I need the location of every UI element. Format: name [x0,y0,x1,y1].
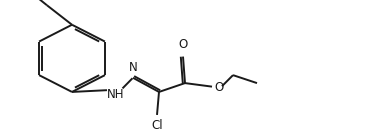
Text: O: O [178,38,188,51]
Text: NH: NH [107,88,124,101]
Text: O: O [214,81,223,94]
Text: Cl: Cl [151,119,163,132]
Text: N: N [129,61,137,74]
